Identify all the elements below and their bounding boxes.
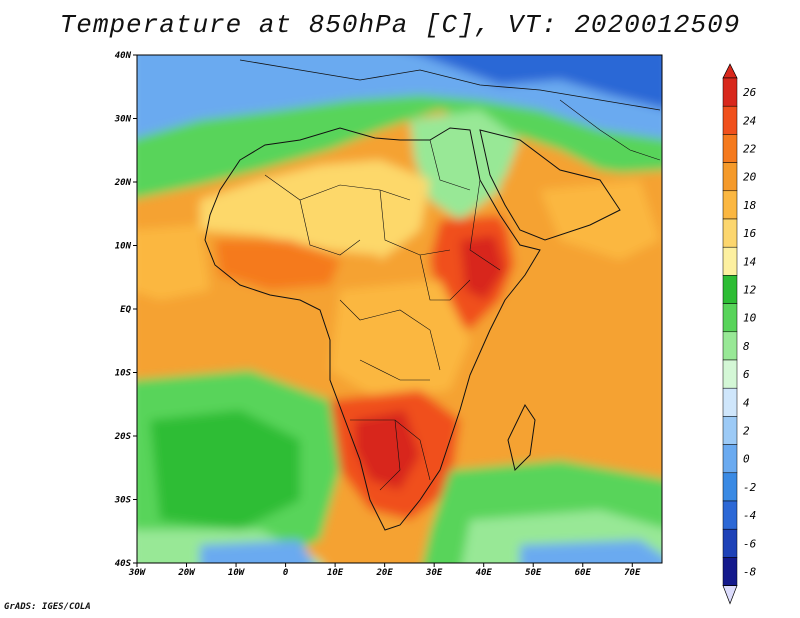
colorbar-label: -4 bbox=[743, 509, 756, 522]
lon-label: 10E bbox=[327, 568, 344, 578]
country-border bbox=[359, 359, 430, 381]
south-atlantic-blue bbox=[200, 540, 314, 563]
colorbar-swatch bbox=[722, 387, 738, 417]
country-border bbox=[379, 189, 451, 256]
south-indian-blue bbox=[520, 540, 662, 563]
country-border bbox=[299, 199, 361, 256]
colorbar-swatch bbox=[722, 359, 738, 389]
colorbar-label: -6 bbox=[743, 537, 757, 550]
west-africa-hot bbox=[215, 240, 340, 290]
longitude-axis: 30W 20W 10W 0 10E 20E 30E 40E 50E 60E 70E bbox=[128, 563, 641, 578]
kalahari-very-hot bbox=[355, 410, 420, 490]
colorbar-label: 26 bbox=[743, 86, 757, 99]
colorbar-swatch bbox=[722, 303, 738, 333]
country-border bbox=[429, 139, 471, 191]
colorbar-label: 24 bbox=[743, 114, 756, 127]
congo-warm bbox=[330, 280, 470, 400]
colorbar-label: 6 bbox=[743, 368, 750, 381]
lon-label: 30E bbox=[425, 568, 443, 578]
lon-label: 30W bbox=[128, 568, 147, 578]
east-atlantic-yellow bbox=[137, 225, 210, 300]
country-border bbox=[419, 254, 471, 301]
colorbar-swatch bbox=[722, 500, 738, 530]
colorbar-swatch bbox=[722, 77, 738, 107]
country-border bbox=[379, 419, 401, 491]
colorbar-label: 0 bbox=[743, 453, 750, 466]
lat-label: 10N bbox=[115, 242, 132, 252]
colorbar-swatch bbox=[722, 162, 738, 192]
colorbar-swatch bbox=[722, 218, 738, 248]
lon-label: 10W bbox=[228, 568, 246, 578]
colorbar-label: 10 bbox=[743, 312, 757, 325]
colorbar-label: 8 bbox=[743, 340, 750, 353]
colorbar-swatch bbox=[722, 105, 738, 135]
far-northeast bbox=[590, 55, 662, 70]
colorbar-label: 12 bbox=[743, 284, 757, 297]
colorbar-swatch bbox=[722, 444, 738, 474]
colorbar-swatch bbox=[722, 472, 738, 502]
lon-label: 70E bbox=[624, 568, 641, 578]
lon-label: 0 bbox=[283, 568, 289, 578]
colorbar-label: 4 bbox=[743, 396, 750, 409]
colorbar-swatch bbox=[722, 190, 738, 220]
country-border bbox=[264, 174, 411, 201]
lon-label: 20E bbox=[376, 568, 394, 578]
lon-label: 60E bbox=[575, 568, 592, 578]
colorbar-swatch bbox=[722, 246, 738, 276]
colorbar-label: 16 bbox=[743, 227, 757, 240]
country-border bbox=[339, 299, 441, 371]
smoothed-field bbox=[137, 55, 662, 563]
colorbar-swatch bbox=[722, 331, 738, 361]
lon-label: 20W bbox=[177, 568, 196, 578]
lat-label: 20N bbox=[114, 178, 132, 188]
iran-border bbox=[559, 99, 661, 161]
lat-label: 30N bbox=[114, 115, 132, 125]
lat-label: 30S bbox=[114, 496, 132, 506]
colorbar-top-arrow bbox=[722, 63, 738, 79]
colorbar-swatch bbox=[722, 557, 738, 586]
lat-label: 10S bbox=[115, 369, 132, 379]
lat-label: 20S bbox=[114, 432, 132, 442]
lon-label: 40E bbox=[476, 568, 493, 578]
colorbar-label: 22 bbox=[743, 143, 757, 156]
lat-label: EQ bbox=[120, 305, 131, 315]
colorbar-label: 2 bbox=[743, 425, 750, 438]
lat-label: 40N bbox=[115, 51, 132, 61]
northeast-cold-core bbox=[420, 55, 662, 108]
chart-title: Temperature at 850hPa [C], VT: 202001250… bbox=[59, 10, 741, 40]
arabia-coastline bbox=[479, 129, 621, 241]
colorbar-label: -8 bbox=[743, 566, 757, 579]
latitude-axis: 40N 30N 20N 10N EQ 10S 20S 30S 40S bbox=[114, 51, 137, 569]
europe-coastline bbox=[239, 59, 661, 111]
colorbar-bottom-arrow bbox=[722, 585, 738, 605]
south-atlantic-dark-green bbox=[150, 410, 300, 530]
colorbar-label: 20 bbox=[743, 171, 757, 184]
colorbar-swatch bbox=[722, 528, 738, 558]
madagascar-coastline bbox=[507, 403, 536, 471]
colorbar-swatch bbox=[722, 275, 738, 304]
country-border bbox=[350, 419, 431, 481]
colorbar-label: 18 bbox=[743, 199, 757, 212]
ethiopia-very-hot bbox=[460, 235, 505, 300]
country-border bbox=[469, 179, 501, 271]
egypt-green bbox=[410, 110, 520, 220]
colorbar-swatch bbox=[722, 134, 738, 163]
temperature-field bbox=[137, 55, 662, 563]
country-borders bbox=[204, 59, 661, 531]
lon-label: 50E bbox=[525, 568, 542, 578]
colorbar-label: 14 bbox=[743, 255, 756, 268]
colorbar-label: -2 bbox=[743, 481, 757, 494]
colorbar-swatch bbox=[722, 416, 738, 445]
grads-credit: GrADS: IGES/COLA bbox=[4, 602, 91, 612]
lat-label: 40S bbox=[115, 559, 132, 569]
